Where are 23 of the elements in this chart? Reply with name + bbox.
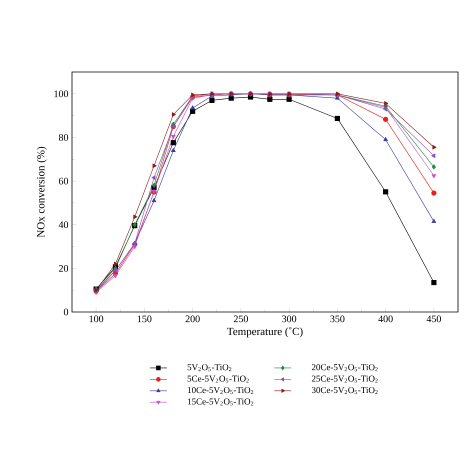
legend-label: 25Ce-5V$_{2}$O$_{5}$-TiO$_{2}$ [312,376,378,383]
legend-label: 10Ce-5V$_{2}$O$_{5}$-TiO$_{2}$ [188,387,254,394]
x-tick-label: 350 [330,316,344,322]
legend-label: 5Ce-5V$_{2}$O$_{5}$-TiO$_{2}$ [188,376,249,383]
y-tick-label: 20 [58,265,68,272]
legend-label: 20Ce-5V$_{2}$O$_{5}$-TiO$_{2}$ [312,364,378,372]
x-tick-label: 200 [186,316,200,322]
x-tick-label: 100 [90,316,104,322]
x-tick-label: 150 [138,316,152,322]
legend-label: 5V$_{2}$O$_{5}$-TiO$_{2}$ [188,364,232,372]
y-tick-label: 80 [58,134,68,141]
x-tick-label: 450 [426,316,441,322]
x-tick-label: 250 [234,316,248,322]
y-tick-label: 60 [58,178,68,184]
y-tick-label: 100 [54,90,68,98]
legend-label: 30Ce-5V$_{2}$O$_{5}$-TiO$_{2}$ [312,387,378,394]
legend-label: 15Ce-5V$_{2}$O$_{5}$-TiO$_{2}$ [188,398,254,406]
x-tick-label: 400 [378,316,393,322]
y-axis-title: NOx conversion (%) [36,146,47,238]
x-axis-title: Temperature (˚C) [227,327,303,338]
x-tick-label: 300 [282,316,296,322]
y-tick-label: 40 [58,221,68,228]
y-tick-label: 0 [64,308,68,316]
